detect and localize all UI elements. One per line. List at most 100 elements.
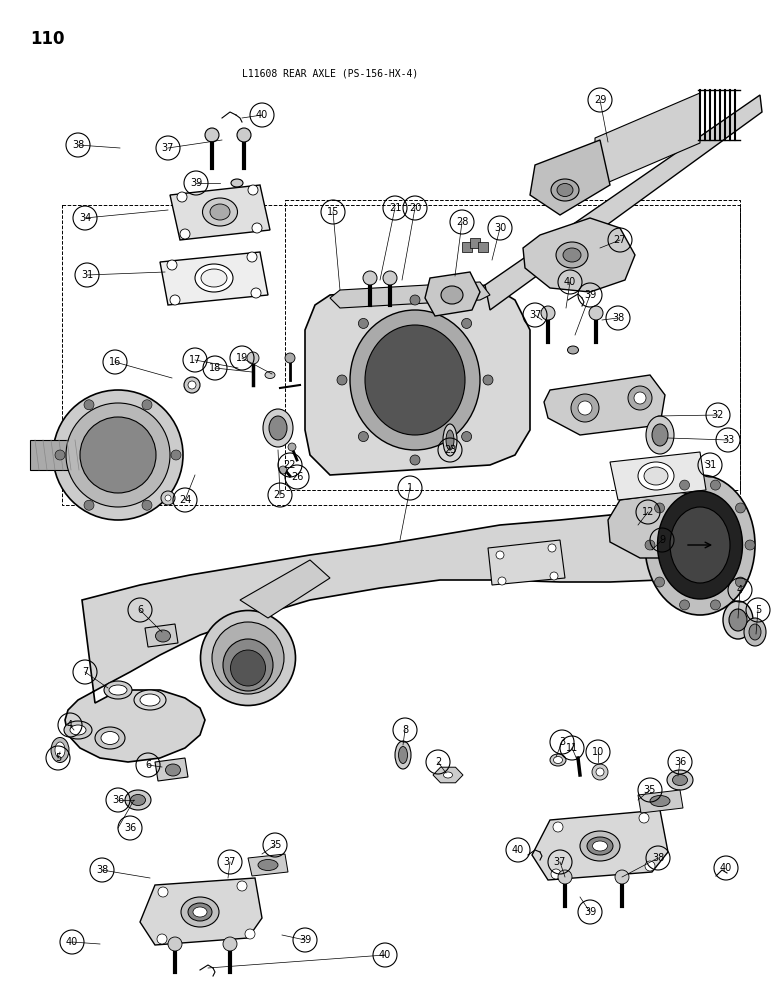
Text: 38: 38 [96, 865, 108, 875]
Circle shape [279, 466, 287, 474]
Text: 37: 37 [529, 310, 541, 320]
Ellipse shape [550, 754, 566, 766]
Circle shape [285, 353, 295, 363]
Ellipse shape [269, 416, 287, 440]
Circle shape [142, 400, 152, 410]
Text: 23: 23 [444, 445, 456, 455]
Polygon shape [140, 878, 262, 945]
Ellipse shape [265, 371, 275, 378]
Ellipse shape [51, 738, 69, 762]
Text: 3: 3 [559, 737, 565, 747]
Text: 4: 4 [67, 720, 73, 730]
Circle shape [337, 375, 347, 385]
Polygon shape [240, 560, 330, 618]
Circle shape [288, 443, 296, 451]
Text: 40: 40 [564, 277, 576, 287]
Circle shape [157, 934, 167, 944]
Circle shape [679, 600, 689, 610]
Text: 40: 40 [256, 110, 268, 120]
Ellipse shape [350, 310, 480, 450]
Polygon shape [478, 242, 488, 252]
Text: 36: 36 [124, 823, 136, 833]
Polygon shape [530, 140, 610, 215]
Text: 38: 38 [612, 313, 624, 323]
Text: 32: 32 [712, 410, 724, 420]
Ellipse shape [592, 841, 608, 851]
Ellipse shape [638, 462, 674, 490]
Text: 37: 37 [224, 857, 236, 867]
Ellipse shape [188, 903, 212, 921]
Text: 19: 19 [236, 353, 248, 363]
Text: 9: 9 [659, 535, 665, 545]
Ellipse shape [749, 624, 761, 640]
Ellipse shape [263, 409, 293, 447]
Text: 30: 30 [494, 223, 506, 233]
Circle shape [462, 318, 472, 328]
Circle shape [84, 500, 94, 510]
Ellipse shape [729, 609, 747, 631]
Text: 2: 2 [435, 757, 441, 767]
Polygon shape [470, 238, 480, 248]
Text: 28: 28 [455, 217, 468, 227]
Circle shape [679, 480, 689, 490]
Circle shape [55, 450, 65, 460]
Ellipse shape [195, 264, 233, 292]
Circle shape [736, 577, 746, 587]
Text: 25: 25 [274, 490, 286, 500]
Polygon shape [595, 93, 700, 188]
Text: 110: 110 [30, 30, 65, 48]
Circle shape [142, 500, 152, 510]
Ellipse shape [70, 725, 86, 735]
Text: 40: 40 [379, 950, 391, 960]
Text: 36: 36 [112, 795, 124, 805]
Circle shape [628, 386, 652, 410]
Circle shape [363, 271, 377, 285]
Ellipse shape [672, 774, 688, 786]
Text: 20: 20 [409, 203, 422, 213]
Ellipse shape [130, 794, 145, 806]
Circle shape [496, 551, 504, 559]
Ellipse shape [212, 622, 284, 694]
Polygon shape [30, 440, 83, 470]
Text: 1: 1 [407, 483, 413, 493]
Polygon shape [155, 758, 188, 781]
Ellipse shape [258, 859, 278, 870]
Circle shape [645, 540, 655, 550]
Circle shape [558, 870, 572, 884]
Circle shape [180, 229, 190, 239]
Polygon shape [305, 285, 530, 475]
Polygon shape [544, 375, 665, 435]
Circle shape [553, 822, 563, 832]
Text: 22: 22 [284, 460, 296, 470]
Text: 31: 31 [704, 460, 716, 470]
Polygon shape [610, 452, 706, 500]
Circle shape [223, 937, 237, 951]
Ellipse shape [104, 681, 132, 699]
Ellipse shape [155, 630, 171, 642]
Ellipse shape [587, 837, 613, 855]
Ellipse shape [398, 746, 408, 764]
Text: 26: 26 [291, 472, 303, 482]
Circle shape [237, 128, 251, 142]
Circle shape [645, 861, 655, 871]
Text: 35: 35 [269, 840, 281, 850]
Ellipse shape [201, 610, 296, 706]
Ellipse shape [101, 732, 119, 744]
Ellipse shape [650, 796, 670, 806]
Circle shape [358, 432, 368, 442]
Circle shape [158, 887, 168, 897]
Circle shape [80, 417, 156, 493]
Polygon shape [145, 624, 178, 647]
Ellipse shape [670, 507, 730, 583]
Circle shape [252, 223, 262, 233]
Circle shape [171, 450, 181, 460]
Text: 8: 8 [402, 725, 408, 735]
Circle shape [578, 401, 592, 415]
Circle shape [410, 455, 420, 465]
Ellipse shape [443, 424, 457, 456]
Ellipse shape [181, 897, 219, 927]
Polygon shape [65, 510, 740, 762]
Text: 18: 18 [209, 363, 221, 373]
Circle shape [745, 540, 755, 550]
Ellipse shape [231, 650, 266, 686]
